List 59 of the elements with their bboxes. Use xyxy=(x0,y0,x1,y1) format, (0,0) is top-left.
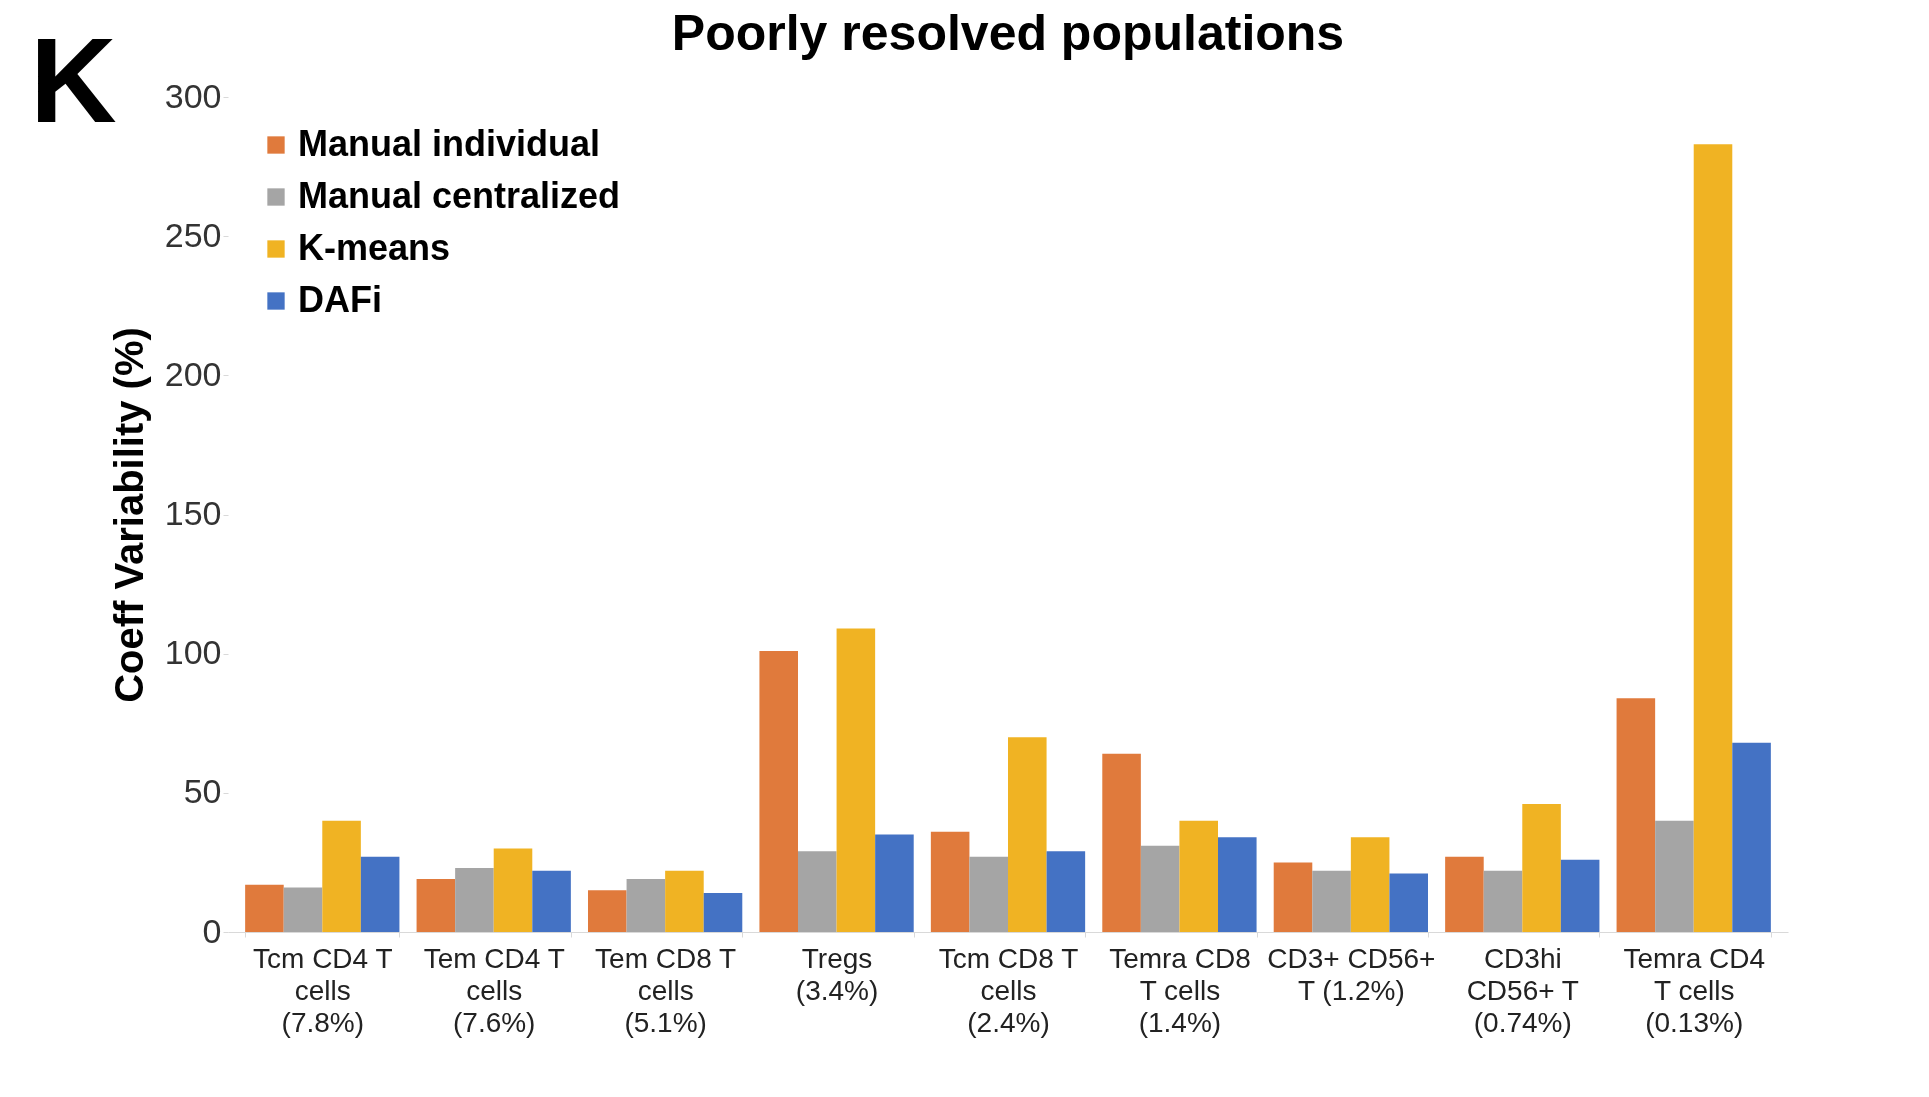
bar xyxy=(1312,870,1351,932)
bar xyxy=(1273,862,1313,932)
legend-label: Manual individual xyxy=(298,123,601,164)
bar xyxy=(416,879,456,932)
legend-label: K-means xyxy=(298,227,451,268)
bar xyxy=(245,884,284,932)
bar xyxy=(1445,856,1484,932)
text: K xyxy=(30,13,117,147)
bar xyxy=(1732,742,1771,932)
bar xyxy=(798,851,837,932)
bar xyxy=(626,879,666,932)
x-tick-label: CD3hi CD56+ T (0.74%) xyxy=(1466,942,1579,1038)
bar xyxy=(703,893,743,932)
bar xyxy=(532,870,571,932)
bar xyxy=(1389,873,1428,932)
x-tick-label: Tregs (3.4%) xyxy=(795,942,879,1006)
bar xyxy=(930,831,970,932)
x-tick-label: Tcm CD4 T cells (7.8%) xyxy=(253,942,393,1038)
bar xyxy=(969,856,1008,932)
bar xyxy=(1046,851,1086,932)
x-tick-label: Tem CD4 T cells (7.6%) xyxy=(423,942,565,1038)
x-tick-label: Tcm CD8 T cells (2.4%) xyxy=(938,942,1079,1038)
bar xyxy=(1218,837,1257,932)
x-tick-label: CD3+ CD56+ T (1.2%) xyxy=(1267,942,1436,1006)
y-tick-label: 200 xyxy=(164,354,222,393)
bar xyxy=(1483,870,1523,932)
bar xyxy=(1102,753,1141,932)
bar xyxy=(665,870,704,932)
bar xyxy=(875,834,914,932)
bar xyxy=(836,628,876,932)
legend-label: DAFi xyxy=(298,279,382,320)
bar xyxy=(588,890,627,932)
bar xyxy=(1008,737,1047,932)
y-tick-label: 0 xyxy=(202,911,222,950)
x-tick-label: Temra CD8 T cells (1.4%) xyxy=(1109,942,1251,1038)
bar xyxy=(360,856,400,932)
bar xyxy=(455,867,494,932)
bar xyxy=(1522,803,1561,932)
bar xyxy=(322,820,361,932)
y-tick-label: 150 xyxy=(164,494,222,532)
y-tick-label: 50 xyxy=(183,772,222,811)
y-axis-title: Coeff Variability (%) xyxy=(106,327,151,703)
bar xyxy=(1693,144,1733,932)
bar xyxy=(1179,820,1218,932)
bar xyxy=(1560,859,1600,932)
y-tick-label: 300 xyxy=(164,76,222,115)
legend-label: Manual centralized xyxy=(298,175,621,216)
chart-title: Poorly resolved populations xyxy=(671,5,1345,61)
y-tick-label: 100 xyxy=(164,633,222,672)
bar xyxy=(1350,837,1390,932)
bar xyxy=(1655,820,1694,932)
bar xyxy=(493,848,533,932)
bar xyxy=(283,887,323,932)
y-tick-label: 250 xyxy=(164,215,222,254)
x-tick-label: Tem CD8 T cells (5.1%) xyxy=(595,942,737,1038)
x-tick-label: Temra CD4 T cells (0.13%) xyxy=(1623,942,1766,1038)
bar xyxy=(1616,698,1656,932)
bar xyxy=(1140,845,1180,932)
bar xyxy=(759,650,798,932)
